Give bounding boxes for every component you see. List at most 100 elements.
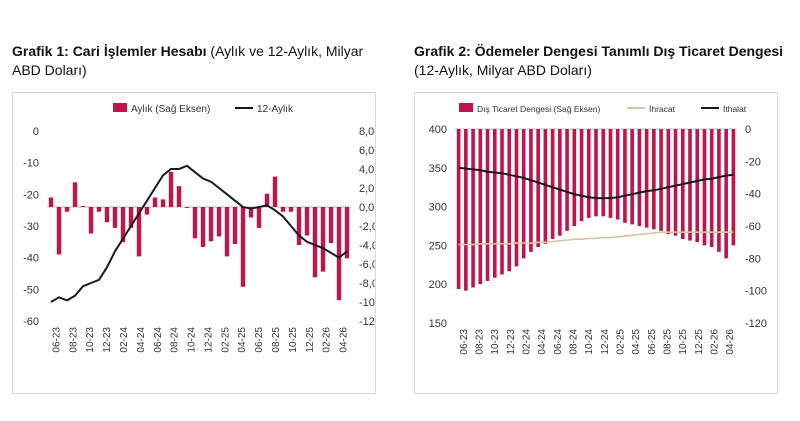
- x-axis-tick-label: 12-25: [694, 329, 705, 355]
- bar: [120, 207, 126, 243]
- chart1-title-sub: (Aylık ve 12-Aylık, Milyar ABD Doları): [12, 43, 364, 78]
- right-axis-tick-label: -60: [745, 221, 761, 233]
- left-axis-tick-label: 300: [429, 202, 447, 214]
- bar: [224, 207, 230, 257]
- left-axis-tick-label: -40: [23, 253, 39, 265]
- series-line-ithalat: [458, 166, 734, 200]
- bar: [731, 129, 736, 246]
- bar: [565, 129, 569, 231]
- bar: [456, 129, 461, 290]
- right-axis-tick-label: 0: [745, 124, 751, 136]
- x-axis-tick-label: 12-24: [600, 329, 611, 355]
- x-axis-tick-label: 10-24: [187, 327, 198, 353]
- chart1-plot: 0 -10 -20 -30 -40 -50 -60 8,0 6,0 4,0 2,0 0,0 -2,0 -4…: [23, 103, 375, 353]
- x-axis-tick-label: 02-26: [322, 327, 333, 353]
- legend-label: İhracat: [649, 104, 676, 114]
- x-axis-tick-label: 06-24: [553, 329, 564, 355]
- bar: [717, 129, 721, 252]
- x-axis-tick-label: 08-23: [68, 327, 79, 353]
- bar: [72, 182, 78, 207]
- x-axis-tick-label: 04-24: [136, 327, 147, 353]
- bar: [296, 207, 302, 245]
- legend-label: Dış Ticaret Dengesi (Sağ Eksen): [477, 104, 600, 114]
- x-axis-tick-label: 10-25: [288, 327, 299, 353]
- bar: [637, 129, 642, 226]
- bar: [521, 129, 526, 259]
- bar: [96, 207, 102, 212]
- bar: [112, 207, 118, 228]
- bar: [160, 199, 166, 207]
- bar: [709, 129, 714, 248]
- bar: [594, 129, 598, 217]
- bar: [666, 129, 671, 235]
- bar: [688, 129, 692, 241]
- left-axis-tick-label: -30: [23, 221, 39, 233]
- left-axis-tick-label: -60: [23, 316, 39, 328]
- chart2-title: Grafik 2: Ödemeler Dengesi Tanımlı Dış T…: [414, 42, 794, 80]
- left-axis-tick-label: 350: [429, 163, 447, 175]
- bar: [104, 207, 110, 223]
- bar: [200, 207, 206, 247]
- x-axis-tick-label: 08-25: [271, 327, 282, 353]
- bar: [344, 207, 350, 259]
- legend-label: İthalat: [723, 104, 747, 114]
- bar: [478, 129, 483, 285]
- x-axis-tick-label: 04-25: [237, 327, 248, 353]
- left-axis-tick-label: 250: [429, 240, 447, 252]
- legend-label: Aylık (Sağ Eksen): [131, 104, 210, 115]
- right-axis-tick-label: 4,0: [359, 164, 374, 176]
- bar: [264, 193, 270, 207]
- x-axis-tick-label: 10-23: [85, 327, 96, 353]
- bar: [529, 129, 533, 252]
- bar: [623, 129, 627, 223]
- bar: [550, 129, 555, 239]
- x-axis-tick-label: 12-23: [102, 327, 113, 353]
- bar: [216, 207, 222, 237]
- right-axis-tick-label: -100: [745, 286, 767, 298]
- right-axis-tick-label: 6,0: [359, 145, 374, 157]
- x-axis-tick-label: 08-24: [569, 329, 580, 355]
- bar: [232, 207, 238, 245]
- bar: [558, 129, 562, 236]
- series-line-ihracat: [458, 231, 734, 246]
- bar: [464, 129, 468, 291]
- x-axis-tick-label: 06-25: [254, 327, 265, 353]
- bar: [144, 207, 150, 215]
- bar: [514, 129, 519, 267]
- bar: [128, 207, 134, 228]
- legend-swatch-bar: [459, 103, 473, 112]
- bar: [471, 129, 475, 288]
- x-axis-tick-label: 06-23: [459, 329, 470, 355]
- right-axis-tick-label: 0,0: [359, 202, 374, 214]
- right-axis-tick-label: -6,0: [359, 259, 375, 271]
- bar: [579, 129, 584, 222]
- bar: [608, 129, 613, 218]
- left-axis-tick-label: -50: [23, 284, 39, 296]
- x-axis-tick-label: 02-25: [220, 327, 231, 353]
- bar: [304, 207, 310, 236]
- right-axis-tick-label: -120: [745, 318, 767, 330]
- right-axis-tick-label: -2,0: [359, 221, 375, 233]
- bar: [136, 207, 142, 257]
- bar: [208, 207, 214, 242]
- bar: [695, 129, 700, 243]
- bar: [601, 129, 606, 217]
- bar: [572, 129, 577, 226]
- chart2-frame: 400 350 300 250 200 150 0 -20 -40 -60 -80 -100 -120 0…: [414, 92, 778, 394]
- right-axis-tick-label: 2,0: [359, 183, 374, 195]
- bar: [48, 197, 54, 207]
- x-axis-tick-label: 04-26: [725, 329, 736, 355]
- x-axis-tick-label: 08-24: [170, 327, 181, 353]
- bar: [168, 171, 174, 207]
- bar: [673, 129, 678, 236]
- chart1-title-main: Grafik 1: Cari İşlemler Hesabı: [12, 43, 207, 59]
- x-axis-tick-label: 10-23: [490, 329, 501, 355]
- bar: [312, 207, 318, 278]
- chart2-title-sub: (12-Aylık, Milyar ABD Doları): [414, 62, 592, 78]
- x-axis-tick-label: 02-25: [616, 329, 627, 355]
- x-axis-tick-label: 04-26: [339, 327, 350, 353]
- x-axis-tick-label: 12-23: [506, 329, 517, 355]
- bar: [536, 129, 540, 248]
- x-axis-tick-label: 06-24: [153, 327, 164, 353]
- bar: [184, 207, 190, 208]
